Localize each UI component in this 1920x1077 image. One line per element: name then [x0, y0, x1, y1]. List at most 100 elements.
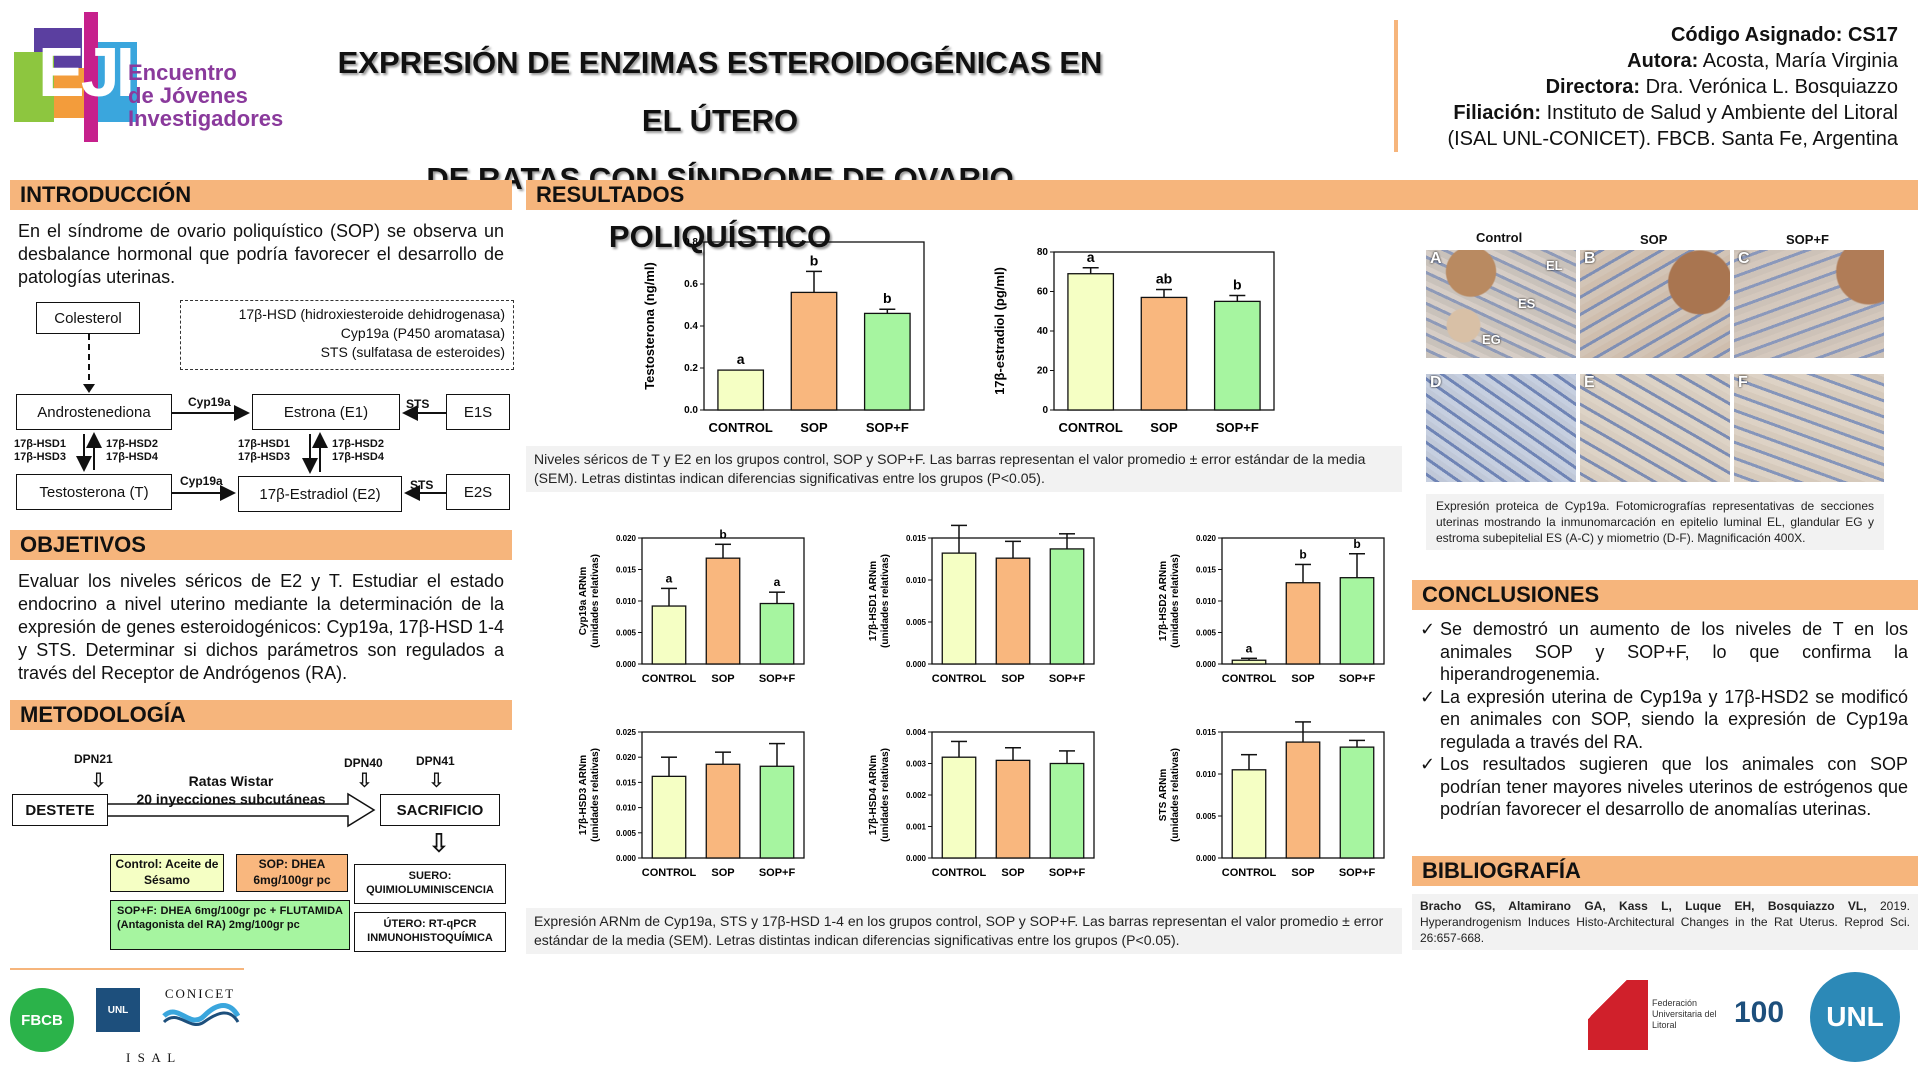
bar-sop+f: [1049, 762, 1085, 859]
legend-cyp: Cyp19a (P450 aromatasa): [340, 325, 505, 341]
category-label: CONTROL: [1059, 420, 1123, 435]
y-axis-label-line: (unidades relativas): [880, 554, 891, 648]
micrograph-label-b: B: [1584, 250, 1596, 267]
category-label: SOP+F: [759, 867, 796, 879]
director-label: Directora:: [1545, 76, 1641, 98]
rats-line-1: Ratas Wistar: [188, 773, 274, 789]
conclusion-text-2: La expresión uterina de Cyp19a y 17β-HSD…: [1440, 686, 1908, 752]
bar-chart: 0.000 0.005 0.010 0.015 0.020 Cyp19a ARNm(uni…: [578, 527, 805, 685]
conicet-logo: CONICET: [156, 986, 244, 1056]
chart-testosterona: 0.0 0.2 0.4 0.6 0.8 Testosterona (ng/ml) a CONT…: [640, 230, 930, 440]
dpn41-label: DPN41: [416, 754, 455, 768]
bar-sop: [705, 557, 741, 665]
hsd-r1b: 17β-HSD4: [106, 451, 158, 463]
y-tick-label: 0.015: [616, 566, 637, 575]
chart-cyp19a: 0.000 0.005 0.010 0.015 0.020 Cyp19a ARNm(uni…: [578, 527, 810, 690]
hundred-logo: 100: [1734, 996, 1785, 1029]
bar-sop+f: [1049, 548, 1085, 665]
conclusion-item: ✓ Los resultados sugieren que los animale…: [1420, 753, 1908, 821]
significance-letter: a: [737, 351, 745, 367]
bar-sop+f: [759, 765, 795, 859]
author-block: Código Asignado: CS17 Autora: Acosta, Ma…: [1398, 22, 1898, 152]
y-tick-label: 0.015: [1196, 566, 1217, 575]
y-tick-label: 0.005: [616, 829, 637, 838]
bar-sop: [995, 759, 1031, 859]
category-label: SOP: [711, 673, 734, 685]
y-axis-label-line: (unidades relativas): [590, 554, 601, 648]
author-line: Autora: Acosta, María Virginia: [1398, 48, 1898, 74]
significance-letter: a: [1087, 249, 1095, 265]
conclusion-text-3: Los resultados sugieren que los animales…: [1440, 754, 1908, 819]
intro-heading: INTRODUCCIÓN: [10, 180, 512, 210]
hsd-r1a: 17β-HSD2: [106, 438, 158, 450]
logo-text-2: de Jóvenes: [128, 83, 248, 108]
y-axis-label-line: (unidades relativas): [1170, 748, 1181, 842]
y-tick-label: 0.002: [906, 791, 927, 800]
author-name: Acosta, María Virginia: [1702, 50, 1898, 72]
conclusion-text-1: Se demostró un aumento de los niveles de…: [1440, 619, 1908, 684]
y-axis-label: 17β-HSD4 ARNm(unidades relativas): [868, 748, 891, 842]
y-tick-label: 0.005: [906, 618, 927, 627]
micrograph-label-c: C: [1738, 250, 1750, 267]
y-tick-label: 0.020: [616, 534, 637, 543]
bar-control: [651, 775, 687, 859]
bibliography-authors: Bracho GS, Altamirano GA, Kass L, Luque …: [1420, 899, 1867, 913]
bar-sop: [790, 291, 838, 411]
category-label: SOP+F: [1339, 673, 1376, 685]
suero-box: SUERO: QUIMIOLUMINISCENCIA: [354, 864, 506, 904]
dpn40-arrow: ⇩: [356, 770, 373, 792]
y-tick-label: 0.8: [684, 237, 698, 248]
chart-estradiol: 0 20 40 60 80 17β-estradiol (pg/ml) a CONTROL ab…: [990, 240, 1280, 440]
significance-letter: a: [774, 575, 781, 589]
y-tick-label: 0.020: [616, 753, 637, 762]
pathway-arrows: [76, 405, 446, 501]
chart-sts: 0.000 0.005 0.010 0.015 STS ARNm(unidades re…: [1158, 721, 1390, 884]
category-label: SOP: [1001, 673, 1024, 685]
bibliography-entry: Bracho GS, Altamirano GA, Kass L, Luque …: [1412, 894, 1918, 950]
bar-chart: 0.000 0.005 0.010 0.015 0.020 0.025 17β-HSD3 A…: [578, 728, 805, 879]
methods-heading: METODOLOGÍA: [10, 700, 512, 730]
estrona-box: Estrona (E1): [252, 394, 400, 430]
micrograph-col-sopf: SOP+F: [1786, 232, 1829, 247]
category-label: SOP+F: [1049, 867, 1086, 879]
director-name: Dra. Verónica L. Bosquiazzo: [1645, 76, 1898, 98]
y-tick-label: 40: [1037, 326, 1049, 337]
affiliation-1: Instituto de Salud y Ambiente del Litora…: [1546, 102, 1898, 124]
tag-el: EL: [1546, 258, 1563, 273]
y-tick-label: 0.005: [616, 629, 637, 638]
unl-text: UNL: [1826, 1001, 1884, 1032]
micrograph-caption: Expresión proteica de Cyp19a. Fotomicrog…: [1426, 494, 1884, 550]
y-tick-label: 0.010: [906, 576, 927, 585]
sopf-group-box: SOP+F: DHEA 6mg/100gr pc + FLUTAMIDA (An…: [110, 900, 350, 950]
logo-text-1: Encuentro: [128, 60, 237, 85]
ful-shape: [1588, 980, 1648, 1050]
y-axis-label-line: (unidades relativas): [590, 748, 601, 842]
control-group-box: Control: Aceite de Sésamo: [110, 854, 224, 892]
micrograph-col-sop: SOP: [1640, 232, 1668, 247]
dpn41-arrow: ⇩: [428, 770, 445, 792]
y-tick-label: 0.003: [906, 760, 927, 769]
category-label: SOP: [1001, 867, 1024, 879]
category-label: SOP+F: [1339, 867, 1376, 879]
e1s-box: E1S: [446, 394, 510, 430]
bar-sop: [1140, 296, 1188, 411]
sts-label-bottom: STS: [410, 478, 434, 492]
fbcb-text: FBCB: [21, 1011, 63, 1029]
y-axis-label: 17β-HSD1 ARNm(unidades relativas): [868, 554, 891, 648]
cyp19a-label-top: Cyp19a: [188, 395, 231, 409]
bar-control: [941, 756, 977, 859]
results-heading: RESULTADOS: [526, 180, 1918, 210]
dpn21-arrow: ⇩: [90, 770, 107, 792]
hsd-right-1: 17β-HSD2 17β-HSD4: [106, 438, 158, 464]
bar-sop: [705, 763, 741, 859]
isal-text: I S A L: [126, 1050, 178, 1065]
assigned-code: Código Asignado: CS17: [1670, 24, 1898, 46]
bar-sop: [1285, 741, 1321, 859]
sop-group-box: SOP: DHEA 6mg/100gr pc: [236, 854, 348, 892]
y-tick-label: 0.025: [616, 728, 637, 737]
category-label: SOP: [711, 867, 734, 879]
hsd-l1b: 17β-HSD3: [14, 451, 66, 463]
category-label: SOP+F: [1049, 673, 1086, 685]
y-axis-label-line: 17β-HSD3 ARNm: [578, 755, 589, 835]
y-tick-label: 0.0: [684, 405, 698, 416]
